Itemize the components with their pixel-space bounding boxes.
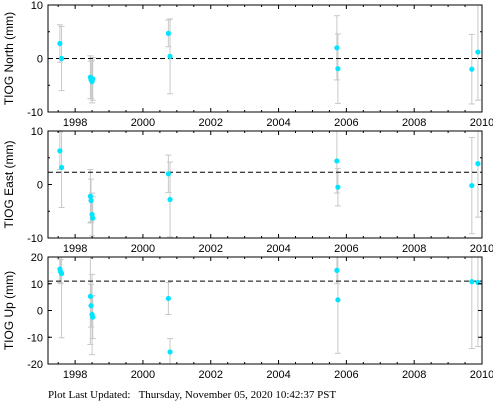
up-point-2 (58, 270, 65, 277)
up-point-4 (88, 303, 94, 309)
north-ytick-label-1: 0 (37, 54, 43, 66)
up-ytick-label-4: 20 (31, 252, 43, 264)
up-ytick-label-2: 0 (37, 306, 43, 318)
east-xtick-label-1: 2000 (131, 243, 155, 255)
up-ytick-label-0: -20 (27, 359, 43, 371)
north-xtick-label-0: 1998 (63, 117, 87, 129)
east-ylabel: TIOG East (mm) (2, 141, 16, 229)
up-point-6 (90, 314, 96, 320)
north-point-7 (167, 53, 173, 59)
east-point-9 (335, 184, 341, 190)
east-xtick-label-6: 2010 (470, 243, 493, 255)
north-xtick-label-5: 2008 (402, 117, 426, 129)
east-point-3 (88, 197, 94, 204)
panel-up: 1998 2000 2002 2004 2006 2008 2010 -20 -10 0 10 20 T… (2, 252, 493, 381)
up-point-9 (334, 267, 340, 273)
panel-north: 1998 2000 2002 2004 2006 2008 2010 -10 0 10 TIOG N… (2, 0, 493, 129)
panel-east: 1998 2000 2002 2004 2006 2008 2010 -10 0 10 TIOG E… (2, 126, 493, 255)
north-xtick-label-6: 2010 (470, 117, 493, 129)
north-point-8 (334, 45, 340, 51)
up-xtick-label-6: 2010 (470, 369, 493, 381)
up-point-8 (167, 349, 173, 355)
up-ytick-label-1: -10 (27, 332, 43, 344)
north-ylabel: TIOG North (mm) (2, 12, 16, 105)
east-ytick-label-1: 0 (37, 180, 43, 192)
east-xtick-label-0: 1998 (63, 243, 87, 255)
north-point-11 (475, 49, 481, 55)
east-xtick-label-3: 2004 (266, 243, 290, 255)
east-point-2 (87, 193, 93, 199)
up-xtick-label-4: 2006 (334, 369, 358, 381)
north-point-9 (335, 66, 341, 72)
footer-label: Plot Last Updated: (48, 389, 131, 401)
east-point-1 (58, 164, 65, 170)
north-xtick-label-4: 2006 (334, 117, 358, 129)
up-point-10 (335, 297, 341, 303)
up-xtick-label-1: 2000 (131, 369, 155, 381)
up-point-3 (87, 293, 93, 299)
footer: Plot Last Updated: Thursday, November 05… (48, 389, 336, 401)
east-point-10 (469, 182, 475, 189)
up-xtick-label-2: 2002 (199, 369, 223, 381)
up-ylabel: TIOG Up (mm) (2, 271, 16, 350)
up-plot-frame (47, 256, 483, 365)
up-ytick-label-3: 10 (31, 279, 43, 291)
east-xtick-label-4: 2006 (334, 243, 358, 255)
up-point-7 (165, 295, 171, 302)
north-point-5 (90, 76, 96, 82)
up-xtick-label-5: 2008 (402, 369, 426, 381)
north-xtick-label-3: 2004 (266, 117, 290, 129)
north-xtick-label-1: 2000 (131, 117, 155, 129)
east-point-0 (57, 148, 63, 154)
up-xtick-label-0: 1998 (63, 369, 87, 381)
north-ytick-label-0: -10 (27, 107, 43, 119)
footer-datetime: Thursday, November 05, 2020 10:42:37 PST (138, 389, 337, 401)
north-ytick-label-2: 10 (31, 0, 43, 12)
east-point-11 (475, 161, 481, 167)
east-ytick-label-0: -10 (27, 233, 43, 245)
east-xtick-label-2: 2002 (199, 243, 223, 255)
east-plot-frame (47, 130, 483, 239)
east-point-8 (334, 158, 340, 164)
north-point-0 (57, 40, 63, 47)
north-xtick-label-2: 2002 (199, 117, 223, 129)
east-point-5 (90, 215, 96, 221)
north-point-10 (469, 66, 475, 72)
east-ytick-label-2: 10 (31, 126, 43, 138)
north-point-1 (58, 55, 65, 62)
east-point-6 (165, 171, 171, 177)
up-point-11 (469, 279, 475, 285)
up-xtick-label-3: 2004 (266, 369, 290, 381)
north-point-6 (165, 30, 171, 36)
east-xtick-label-5: 2008 (402, 243, 426, 255)
east-point-7 (167, 196, 173, 203)
